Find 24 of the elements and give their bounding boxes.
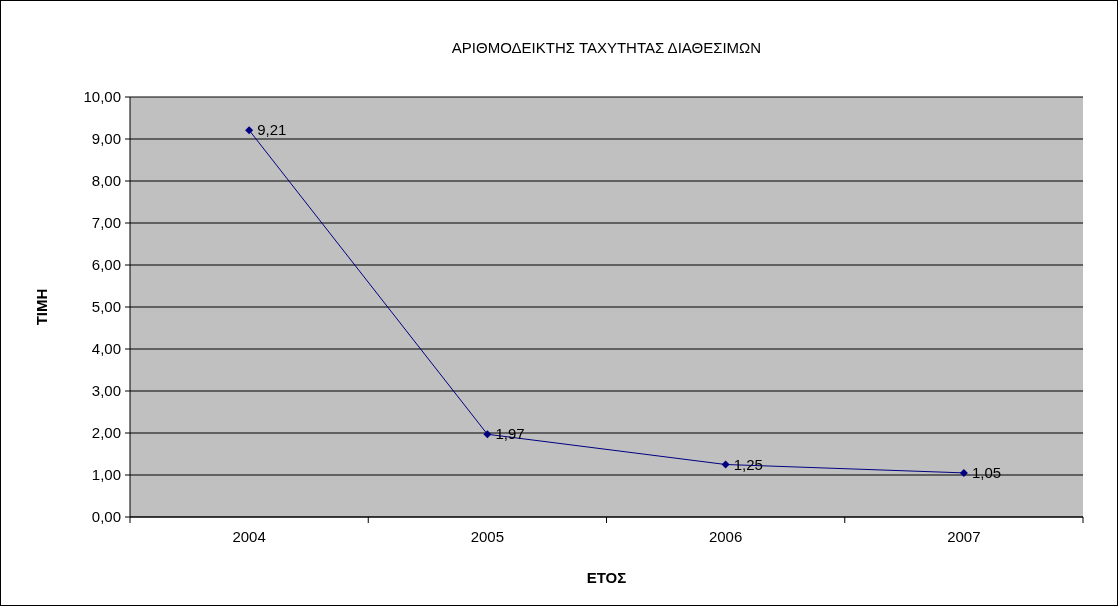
data-label: 9,21	[257, 121, 287, 139]
point	[721, 460, 730, 469]
point	[483, 430, 492, 439]
point	[959, 468, 968, 477]
y-tick-label: 4,00	[91, 340, 121, 357]
y-tick-label: 2,00	[91, 424, 121, 441]
y-tick-label: 10,00	[83, 88, 121, 105]
y-tick-label: 5,00	[91, 298, 121, 315]
x-tick-label: 2006	[708, 528, 743, 545]
x-axis-title: ΕΤΟΣ	[586, 569, 627, 586]
y-tick-label: 7,00	[91, 214, 121, 231]
x-tick-label: 2007	[947, 528, 981, 545]
y-tick-label: 6,00	[91, 256, 121, 273]
point	[245, 126, 254, 135]
y-axis-title: ΤΙΜΗ	[33, 288, 50, 326]
chart-title: ΑΡΙΘΜΟΔΕΙΚΤΗΣ ΤΑΧΥΤΗΤΑΣ ΔΙΑΘΕΣΙΜΩΝ	[451, 39, 762, 56]
y-tick-label: 0,00	[91, 508, 121, 525]
data-label: 1,05	[971, 463, 1002, 481]
x-tick-label: 2004	[232, 528, 266, 545]
y-tick-label: 1,00	[91, 466, 121, 483]
y-tick-label: 9,00	[91, 130, 121, 147]
y-tick-label: 3,00	[91, 382, 121, 399]
x-tick-label: 2005	[470, 528, 505, 545]
y-tick-label: 8,00	[91, 172, 121, 189]
